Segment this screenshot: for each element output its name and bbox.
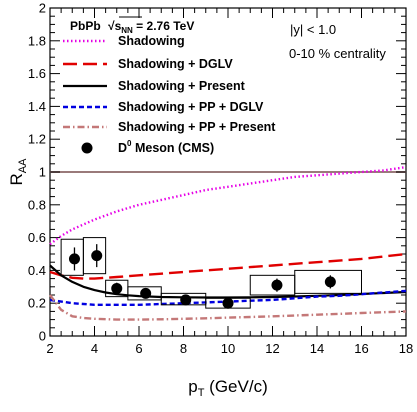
x-axis-ticks: 2 4 6 8 10 12 14 16 18 [46, 8, 413, 356]
sys-box [294, 269, 362, 294]
y-tick-label: 1.6 [28, 66, 46, 81]
legend-label: Shadowing + Present [118, 79, 246, 93]
centrality-label: 0-10 % centrality [289, 46, 386, 61]
y-tick-label: 0.6 [28, 230, 46, 245]
system-label: PbPb [70, 19, 101, 33]
x-tick-label: 8 [180, 341, 187, 356]
legend: Shadowing Shadowing + DGLV Shadowing + Pre… [63, 34, 276, 155]
y-tick-label: 0.4 [28, 263, 46, 278]
data-point [324, 276, 336, 288]
legend-label: D0 Meson (CMS) [118, 139, 214, 155]
x-tick-label: 2 [46, 341, 53, 356]
x-axis-label: pT (GeV/c) [188, 377, 268, 399]
energy-label: √sNN = 2.76 TeV [108, 16, 194, 35]
legend-marker [81, 142, 93, 154]
legend-label: Shadowing [118, 34, 185, 48]
y-axis-label: RAA [7, 158, 29, 186]
data-point [111, 282, 123, 294]
x-tick-label: 10 [221, 341, 235, 356]
x-tick-label: 4 [91, 341, 98, 356]
y-tick-label: 1.8 [28, 33, 46, 48]
x-tick-label: 14 [310, 341, 324, 356]
y-tick-label: 0 [39, 329, 46, 344]
data-point [222, 297, 234, 309]
series-line-0 [49, 165, 407, 246]
y-tick-label: 0.2 [28, 296, 46, 311]
data-point [180, 294, 192, 306]
legend-label: Shadowing + PP + Present [118, 120, 276, 134]
y-tick-label: 1.4 [28, 99, 46, 114]
data-point [68, 253, 80, 265]
data-points [60, 237, 362, 309]
y-tick-label: 2 [39, 1, 46, 16]
x-tick-label: 18 [399, 341, 413, 356]
svg-text:√sNN = 2.76 TeV: √sNN = 2.76 TeV [108, 19, 194, 35]
x-tick-label: 16 [354, 341, 368, 356]
y-axis-ticks: 0 0.2 0.4 0.6 0.8 1 1.2 1.4 1.6 1.8 2 [28, 1, 406, 344]
svg-text:RAA: RAA [7, 158, 29, 186]
series-line-4 [49, 294, 407, 321]
y-tick-label: 1 [39, 165, 46, 180]
sys-box [82, 237, 107, 275]
legend-label: Shadowing + DGLV [118, 57, 233, 71]
legend-label: Shadowing + PP + DGLV [118, 100, 264, 114]
y-tick-label: 0.8 [28, 197, 46, 212]
series-line-1 [49, 252, 407, 280]
data-point [140, 287, 152, 299]
data-point [271, 279, 283, 291]
x-tick-label: 6 [135, 341, 142, 356]
y-tick-label: 1.2 [28, 132, 46, 147]
data-point [91, 250, 103, 262]
series-lines [49, 165, 407, 321]
x-tick-label: 12 [265, 341, 279, 356]
rapidity-label: |y| < 1.0 [290, 22, 336, 37]
